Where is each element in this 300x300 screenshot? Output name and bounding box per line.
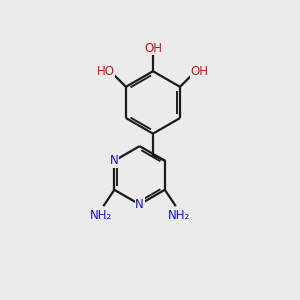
Text: OH: OH	[144, 42, 162, 55]
Text: HO: HO	[97, 65, 115, 78]
Text: NH₂: NH₂	[90, 209, 112, 223]
Text: OH: OH	[190, 64, 208, 78]
Text: N: N	[135, 198, 144, 211]
Text: NH₂: NH₂	[168, 209, 190, 223]
Text: N: N	[110, 154, 119, 167]
